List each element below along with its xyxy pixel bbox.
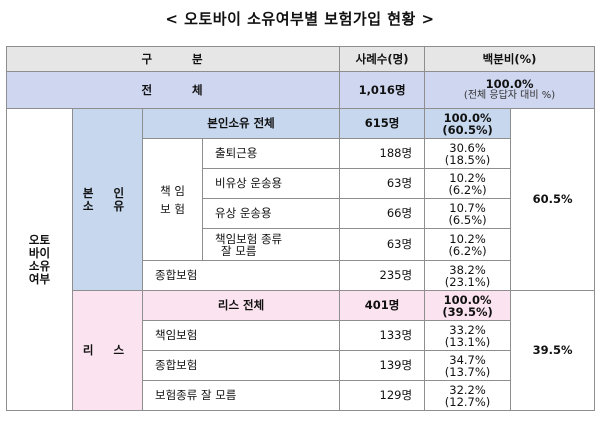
row-share: (6.2%) — [448, 243, 487, 258]
own-row-nonpaid-transport: 비유상 운송용 63명 10.2% (6.2%) — [7, 168, 595, 199]
row-share: (23.1%) — [444, 274, 491, 289]
main-label-line-3: 소유 — [28, 258, 51, 273]
row-label-line-2: 잘 모름 — [221, 243, 257, 258]
row-percent-cell: 10.2% (6.2%) — [424, 168, 512, 199]
row-share: (13.1%) — [444, 334, 491, 349]
header-percent: 백분비(%) — [424, 46, 596, 72]
header-category: 구 분 — [5, 46, 341, 72]
row-percent: 30.6% — [449, 140, 486, 155]
row-percent: 34.7% — [449, 352, 486, 367]
total-label: 전 체 — [5, 71, 341, 109]
liability-label-line-1: 책 임 — [160, 183, 185, 198]
own-subtotal-row: 오토 바이 소유 여부 본 인 소 유 본인소유 전체 615명 100.0% … — [6, 108, 596, 411]
header-count: 사례수(명) — [339, 46, 426, 72]
row-label: 비유상 운송용 — [201, 168, 341, 199]
own-subtotal-label: 본인소유 전체 — [141, 108, 341, 139]
lease-group-label: 리 스 — [72, 290, 143, 411]
row-count: 188명 — [339, 138, 426, 169]
row-label: 책임보험 종류 잘 모름 — [201, 228, 341, 261]
row-percent: 33.2% — [449, 322, 486, 337]
own-subtotal-count: 615명 — [339, 108, 426, 139]
row-label: 종합보험 — [141, 350, 341, 381]
row-share: (12.7%) — [444, 394, 491, 409]
row-count: 139명 — [339, 350, 426, 381]
row-share: (6.2%) — [448, 182, 487, 197]
lease-row-unknown: 보험종류 잘 모름 129명 32.2% (12.7%) — [7, 380, 595, 411]
liability-group-label: 책 임 보 험 — [142, 138, 203, 261]
main-group-label: 오토 바이 소유 여부 — [6, 108, 73, 411]
own-group-share: 60.5% — [510, 108, 596, 291]
total-note: (전체 응답자 대비 %) — [463, 90, 556, 101]
row-label-line-1: 책임보험 종류 — [215, 231, 283, 246]
main-label-line-2: 바이 — [28, 245, 51, 260]
row-percent-cell: 34.7% (13.7%) — [424, 350, 512, 381]
total-row: 전 체 1,016명 100.0% (전체 응답자 대비 %) — [5, 71, 596, 109]
lease-subtotal-percent: 100.0% — [443, 292, 492, 307]
insurance-table: 구 분 사례수(명) 백분비(%) 전 체 1,016명 100.0% (전체 … — [5, 46, 596, 411]
row-label: 보험종류 잘 모름 — [141, 380, 341, 411]
total-percent-cell: 100.0% (전체 응답자 대비 %) — [424, 71, 596, 109]
row-percent: 32.2% — [449, 382, 486, 397]
row-percent-cell: 10.7% (6.5%) — [424, 198, 512, 229]
total-percent: 100.0% — [485, 77, 534, 91]
lease-subtotal-count: 401명 — [339, 290, 426, 321]
row-count: 63명 — [339, 228, 426, 261]
page-title: < 오토바이 소유여부별 보험가입 현황 > — [165, 10, 435, 28]
own-subtotal-share: (60.5%) — [442, 122, 493, 137]
own-row-unknown-type: 책임보험 종류 잘 모름 63명 10.2% (6.2%) — [7, 228, 595, 261]
main-label-line-1: 오토 — [28, 232, 51, 247]
row-label: 유상 운송용 — [201, 198, 341, 229]
row-count: 129명 — [339, 380, 426, 411]
header-row: 구 분 사례수(명) 백분비(%) — [5, 46, 596, 72]
row-share: (6.5%) — [448, 212, 487, 227]
lease-row-comprehensive: 종합보험 139명 34.7% (13.7%) — [7, 350, 595, 381]
own-subtotal-percent-cell: 100.0% (60.5%) — [424, 108, 512, 139]
own-row-commute: 책 임 보 험 출퇴근용 188명 30.6% (18.5%) — [7, 138, 595, 261]
lease-subtotal-share: (39.5%) — [442, 304, 493, 319]
lease-subtotal-row: 리 스 리스 전체 401명 100.0% (39.5%) 39.5% — [7, 290, 596, 411]
lease-row-liability: 책임보험 133명 33.2% (13.1%) — [7, 320, 595, 351]
row-count: 66명 — [339, 198, 426, 229]
row-label: 책임보험 — [141, 320, 341, 351]
lease-group-share: 39.5% — [510, 290, 596, 411]
own-row-paid-transport: 유상 운송용 66명 10.7% (6.5%) — [7, 198, 595, 229]
row-percent-cell: 30.6% (18.5%) — [424, 138, 512, 169]
row-share: (18.5%) — [444, 152, 491, 167]
own-subtotal-percent: 100.0% — [443, 110, 492, 125]
row-percent: 10.7% — [449, 200, 486, 215]
row-percent-cell: 33.2% (13.1%) — [424, 320, 512, 351]
row-count: 63명 — [339, 168, 426, 199]
own-group-label: 본 인 소 유 — [72, 108, 143, 291]
lease-subtotal-percent-cell: 100.0% (39.5%) — [424, 290, 512, 321]
total-count: 1,016명 — [339, 71, 426, 109]
lease-subtotal-label: 리스 전체 — [141, 290, 341, 321]
row-label: 출퇴근용 — [201, 138, 341, 169]
row-share: (13.7%) — [444, 364, 491, 379]
liability-label-line-2: 보 험 — [160, 201, 185, 216]
row-percent-cell: 32.2% (12.7%) — [424, 380, 512, 411]
row-percent: 10.2% — [449, 231, 486, 246]
row-count: 235명 — [339, 260, 426, 291]
row-count: 133명 — [339, 320, 426, 351]
row-percent: 38.2% — [449, 262, 486, 277]
row-percent-cell: 38.2% (23.1%) — [424, 260, 512, 291]
main-label-line-4: 여부 — [28, 271, 51, 286]
row-percent-cell: 10.2% (6.2%) — [424, 228, 512, 261]
own-label-line-2: 소 유 — [82, 198, 133, 213]
row-percent: 10.2% — [449, 170, 486, 185]
own-label-line-1: 본 인 — [82, 185, 133, 200]
row-label: 종합보험 — [141, 260, 341, 291]
